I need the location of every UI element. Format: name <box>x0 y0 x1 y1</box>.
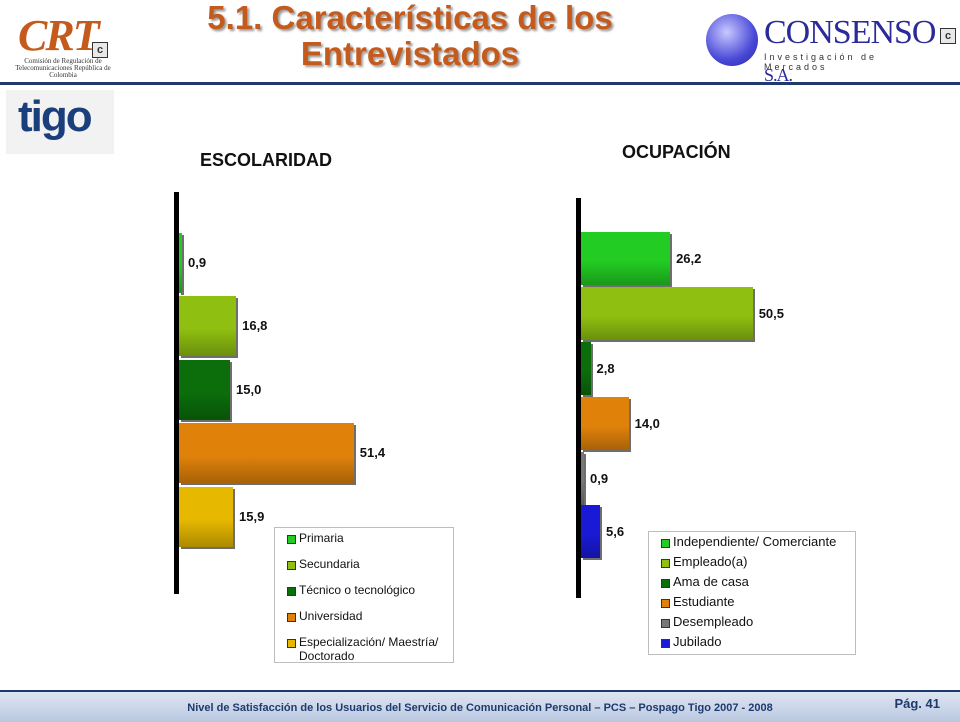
consenso-tagline: Investigación de Mercados <box>764 52 878 72</box>
ocupacion-bar-1 <box>581 287 753 340</box>
ocupacion-value-label-0: 26,2 <box>676 250 702 266</box>
footer-bar <box>0 690 960 722</box>
ocupacion-bar-3 <box>581 397 629 450</box>
consenso-globe-icon <box>706 14 758 66</box>
legend-label-estudiante: Estudiante <box>673 594 735 609</box>
legend-label-primaria: Primaria <box>299 531 344 545</box>
escolaridad-legend: Primaria Secundaria Técnico o tecnológic… <box>274 527 454 663</box>
escolaridad-value-label-0: 0,9 <box>188 255 207 270</box>
crt-logo-word: CRT <box>18 11 100 60</box>
legend-label-empleado: Empleado(a) <box>673 554 748 569</box>
consenso-name: CONSENSO <box>764 14 936 51</box>
page-number: Pág. 41 <box>894 696 940 711</box>
ocupacion-bar-0 <box>581 232 671 285</box>
consenso-logo-box: c <box>940 28 956 44</box>
legend-swatch-estudiante <box>661 599 670 608</box>
legend-swatch-primaria <box>287 535 296 544</box>
chart-title-escolaridad: ESCOLARIDAD <box>200 150 333 170</box>
legend-swatch-empleado <box>661 559 670 568</box>
header-divider <box>0 82 960 85</box>
escolaridad-bar-3 <box>179 423 354 483</box>
legend-swatch-jubilado <box>661 639 670 648</box>
escolaridad-bar-0 <box>179 233 183 293</box>
legend-swatch-tecnico <box>287 587 296 596</box>
ocupacion-legend: Independiente/ Comerciante Empleado(a) A… <box>648 531 856 655</box>
page-title-line1: 5.1. Características de los <box>207 0 613 36</box>
legend-label-especializacion-2: Doctorado <box>299 649 355 663</box>
legend-swatch-secundaria <box>287 561 296 570</box>
legend-label-jubilado: Jubilado <box>673 634 722 649</box>
tigo-logo <box>6 90 114 154</box>
crt-subtitle: Comisión de Regulación de Telecomunicaci… <box>15 57 111 79</box>
ocupacion-bar-5 <box>581 505 601 558</box>
ocupacion-value-label-2: 2,8 <box>596 360 615 376</box>
legend-swatch-especializacion <box>287 639 296 648</box>
legend-swatch-universidad <box>287 613 296 622</box>
legend-swatch-ama-de-casa <box>661 579 670 588</box>
ocupacion-value-label-3: 14,0 <box>634 415 660 431</box>
escolaridad-value-label-1: 16,8 <box>242 318 268 333</box>
escolaridad-bar-1 <box>179 296 237 356</box>
chart-title-ocupacion: OCUPACIÓN <box>622 142 731 162</box>
escolaridad-value-label-3: 51,4 <box>359 445 386 460</box>
legend-label-tecnico: Técnico o tecnológico <box>299 583 416 597</box>
legend-label-independiente: Independiente/ Comerciante <box>673 534 837 549</box>
page-title: 5.1. Características de los Entrevistado… <box>150 0 670 72</box>
ocupacion-value-label-5: 5,6 <box>606 523 625 539</box>
escolaridad-axis <box>174 192 179 594</box>
legend-swatch-independiente <box>661 539 670 548</box>
crt-logo-box: c <box>92 42 108 58</box>
ocupacion-bar-4 <box>581 452 585 505</box>
legend-label-ama-de-casa: Ama de casa <box>673 574 749 589</box>
escolaridad-bar-2 <box>179 360 230 420</box>
legend-label-universidad: Universidad <box>299 609 363 623</box>
legend-label-secundaria: Secundaria <box>299 557 360 571</box>
escolaridad-bar-4 <box>179 487 234 547</box>
escolaridad-value-label-2: 15,0 <box>236 382 262 397</box>
tigo-logo-word: tigo <box>18 92 93 141</box>
crt-logo: CRT c Comisión de Regulación de Telecomu… <box>8 6 118 80</box>
page-title-line2: Entrevistados <box>300 35 520 72</box>
ocupacion-axis <box>576 198 581 598</box>
escolaridad-value-label-4: 15,9 <box>239 509 265 524</box>
consenso-sa: S.A. <box>764 65 793 85</box>
legend-label-especializacion-1: Especialización/ Maestría/ <box>299 635 439 649</box>
ocupacion-value-label-4: 0,9 <box>590 470 609 486</box>
legend-swatch-desempleado <box>661 619 670 628</box>
ocupacion-bar-2 <box>581 342 591 395</box>
consenso-logo: CONSENSO S.A. <box>764 14 960 90</box>
legend-label-desempleado: Desempleado <box>673 614 754 629</box>
footer-text: Nivel de Satisfacción de los Usuarios de… <box>187 702 773 714</box>
ocupacion-value-label-1: 50,5 <box>758 305 784 321</box>
